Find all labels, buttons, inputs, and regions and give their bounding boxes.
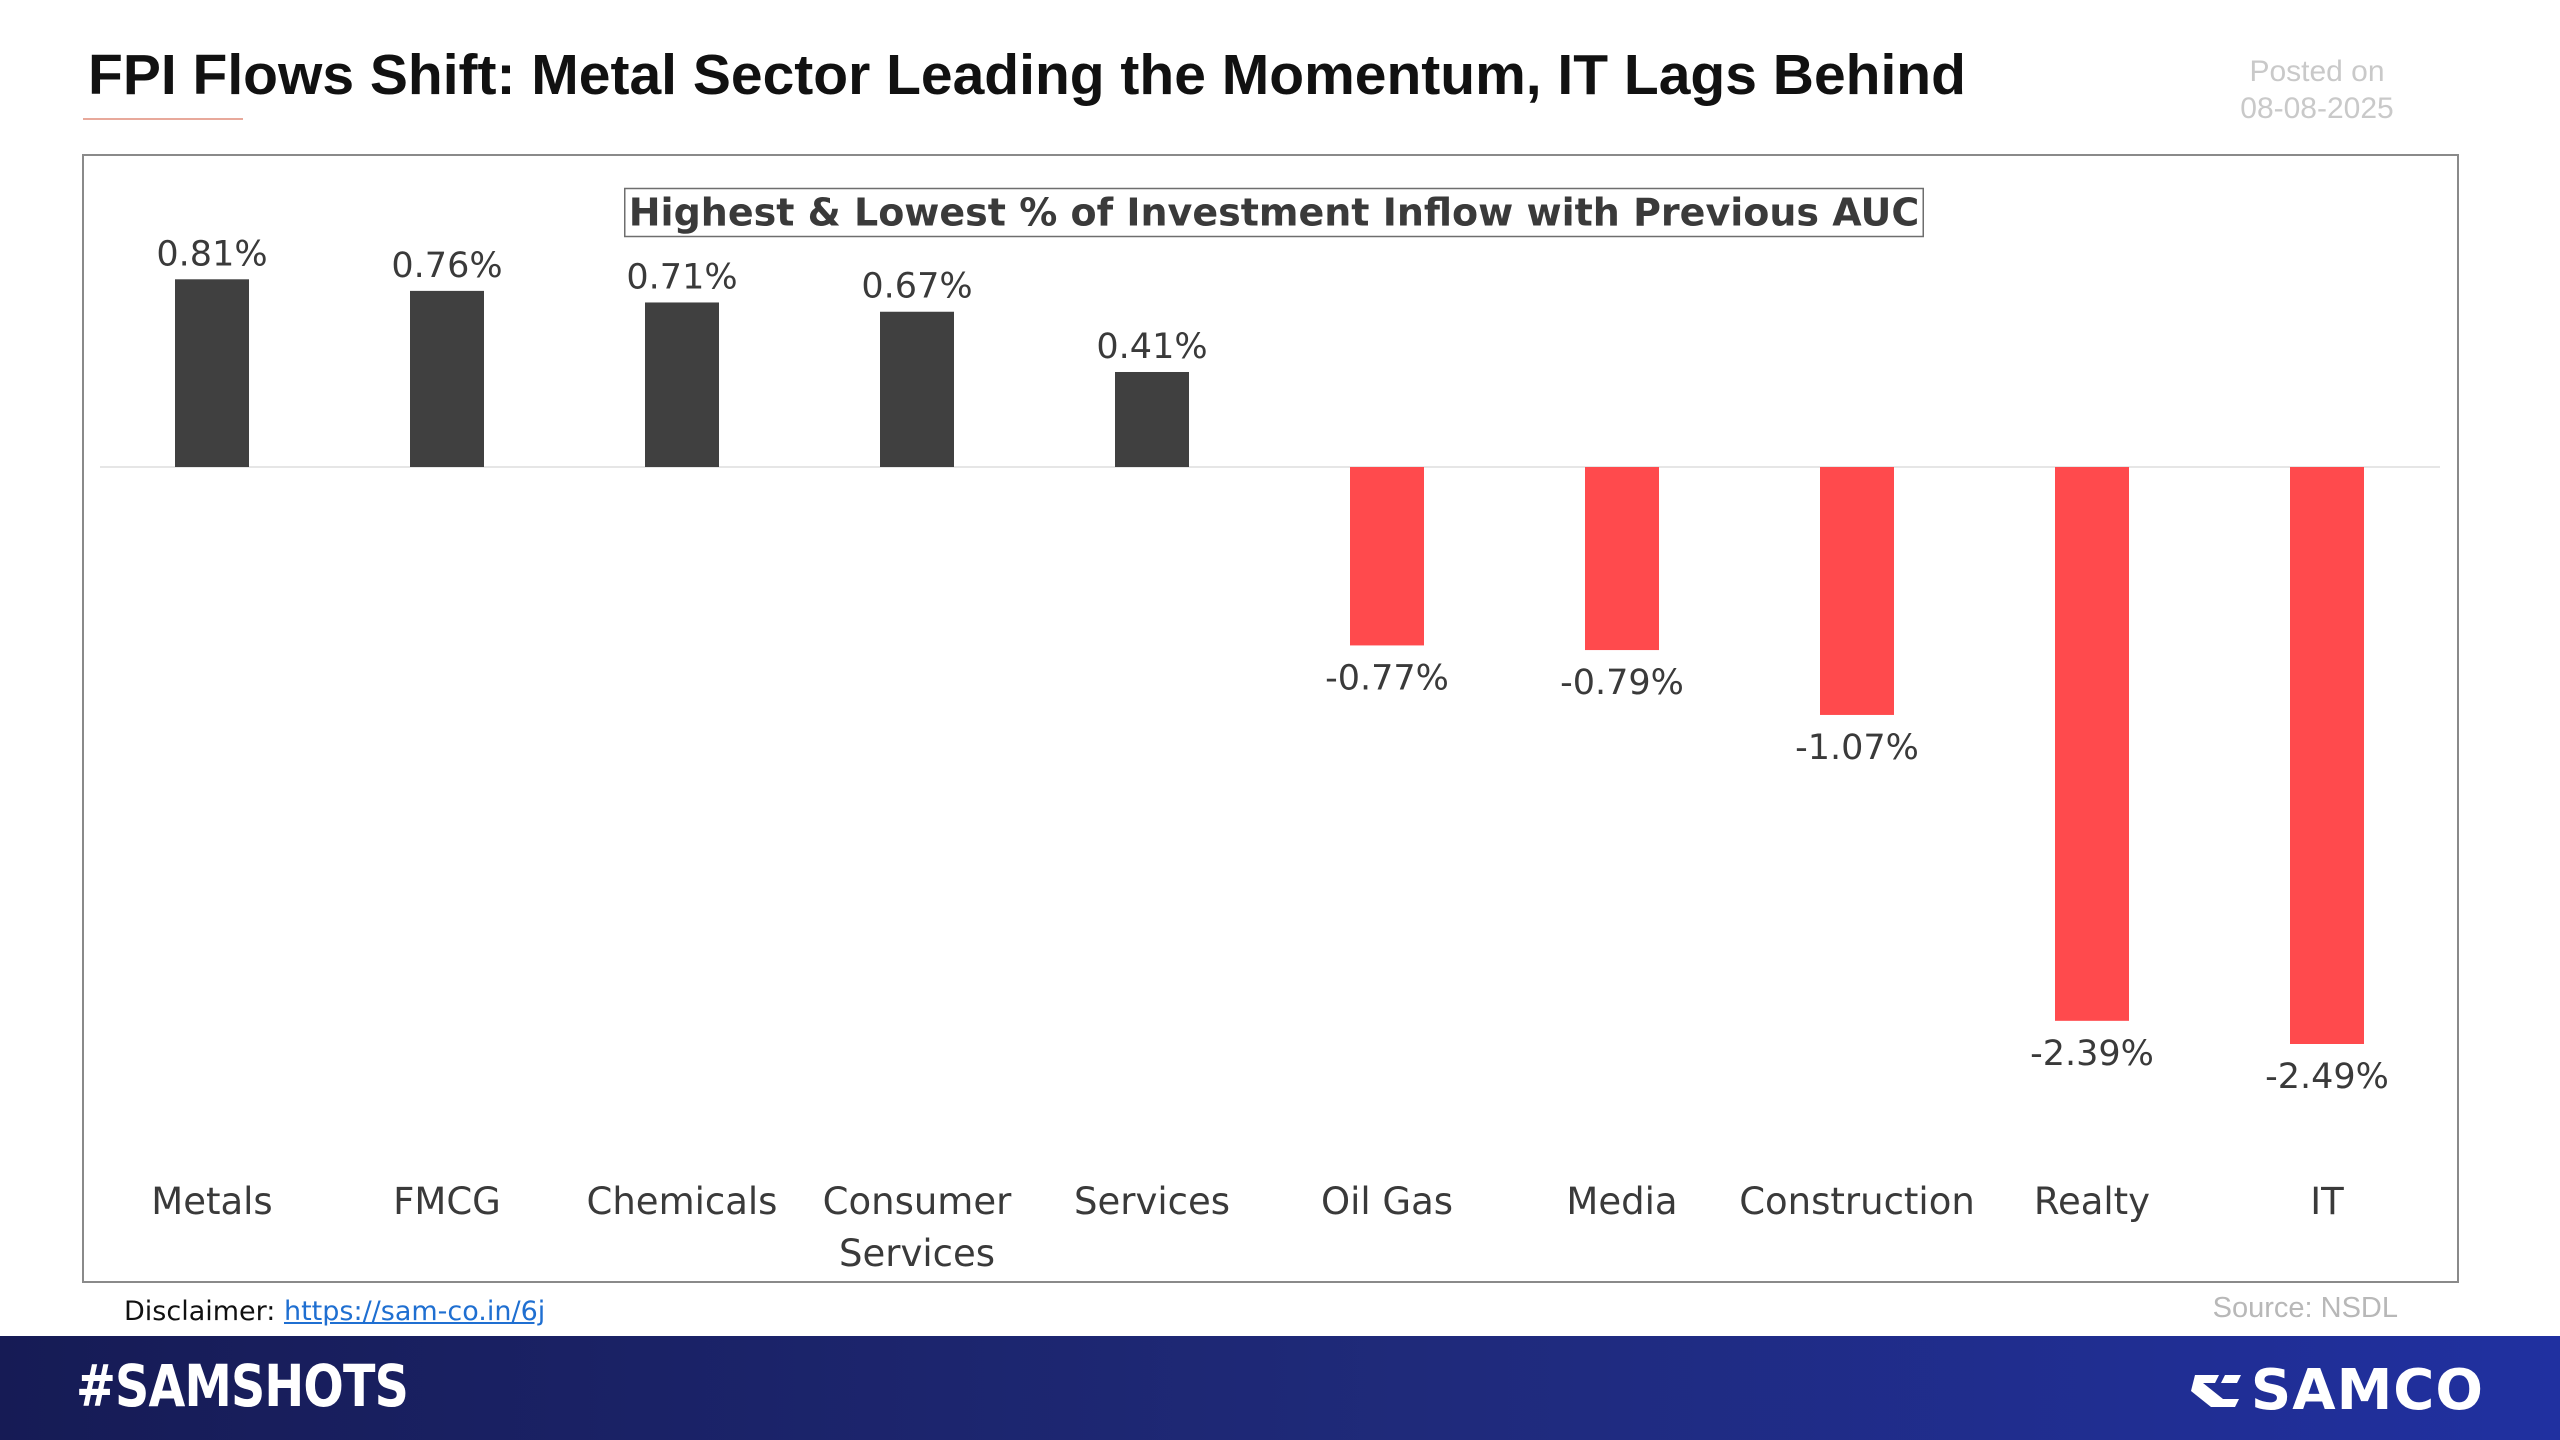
- data-label: 0.41%: [1096, 327, 1207, 367]
- bar-metals: [175, 279, 249, 467]
- title-underline: [83, 118, 243, 120]
- x-tick-label: Media: [1566, 1180, 1677, 1223]
- samco-logo-icon: [2190, 1374, 2241, 1407]
- x-tick-label: Chemicals: [587, 1180, 778, 1223]
- data-label: -2.39%: [2030, 1034, 2154, 1074]
- data-label: 0.71%: [626, 257, 737, 297]
- data-label: 0.76%: [391, 246, 502, 286]
- bar-fmcg: [410, 290, 484, 467]
- x-tick-label: Services: [839, 1232, 995, 1275]
- data-label: -1.07%: [1795, 728, 1919, 768]
- chart-title-box: [624, 187, 1924, 238]
- bar-chemicals: [645, 302, 719, 467]
- page-title: FPI Flows Shift: Metal Sector Leading th…: [88, 43, 1966, 107]
- brand-name: SAMCO: [2250, 1358, 2484, 1423]
- chart-frame: Highest & Lowest % of Investment Inflow …: [82, 154, 2459, 1283]
- x-tick-label: Realty: [2034, 1180, 2150, 1223]
- chart-title: Highest & Lowest % of Investment Inflow …: [629, 191, 1919, 235]
- brand-logo: SAMCO: [2189, 1358, 2484, 1423]
- disclaimer-link[interactable]: https://sam-co.in/6j: [283, 1296, 546, 1327]
- source-note: Source: NSDL: [2212, 1292, 2398, 1324]
- x-tick-label: FMCG: [393, 1180, 501, 1223]
- bar-chart: Highest & Lowest % of Investment Inflow …: [100, 187, 2440, 1275]
- posted-date: 08-08-2025: [2240, 92, 2394, 125]
- data-label: -0.77%: [1325, 658, 1449, 698]
- x-tick-label: Construction: [1739, 1180, 1975, 1223]
- x-tick-label: Consumer: [823, 1180, 1012, 1223]
- bar-media: [1585, 467, 1659, 651]
- x-tick-label: Oil Gas: [1321, 1180, 1453, 1223]
- bar-realty: [2055, 467, 2129, 1021]
- x-tick-label: Metals: [151, 1180, 272, 1223]
- data-label: -2.49%: [2265, 1057, 2389, 1097]
- disclaimer-label: Disclaimer:: [124, 1296, 276, 1327]
- posted-label: Posted on: [2249, 55, 2385, 88]
- data-label: 0.67%: [861, 267, 972, 307]
- footer-bar: #SAMSHOTS SAMCO: [0, 1336, 2560, 1440]
- bar-services: [1115, 371, 1189, 467]
- bar-consumer-services: [880, 311, 954, 467]
- data-label: -0.79%: [1560, 663, 1684, 703]
- x-tick-label: IT: [2310, 1180, 2344, 1223]
- samshots-hashtag: #SAMSHOTS: [76, 1352, 409, 1420]
- disclaimer: Disclaimer: https://sam-co.in/6j: [124, 1296, 545, 1327]
- bar-construction: [1820, 467, 1894, 715]
- data-label: 0.81%: [156, 234, 267, 274]
- x-tick-label: Services: [1074, 1180, 1230, 1223]
- bar-oil-gas: [1350, 467, 1424, 646]
- bar-it: [2290, 467, 2364, 1044]
